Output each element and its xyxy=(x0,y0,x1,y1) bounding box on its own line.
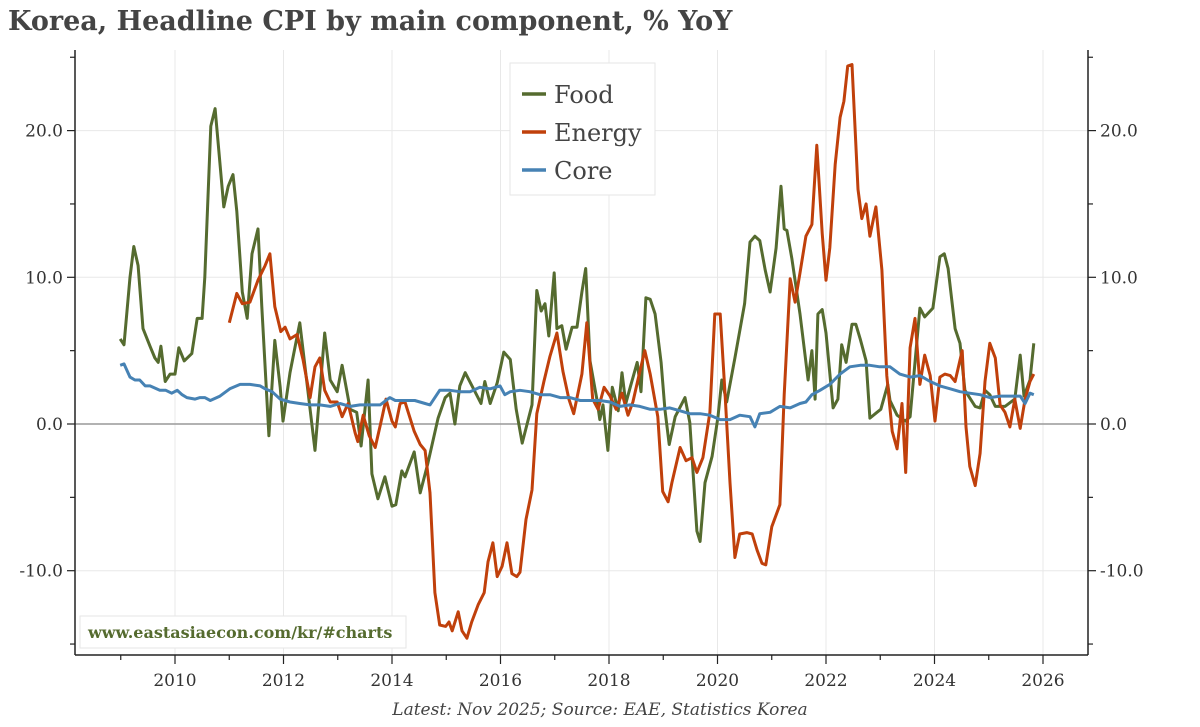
y-tick-label-right: 10.0 xyxy=(1100,268,1138,288)
x-tick-label: 2020 xyxy=(696,671,739,691)
grid xyxy=(75,50,1088,655)
x-tick-label: 2010 xyxy=(153,671,196,691)
y-tick-label-left: -10.0 xyxy=(19,562,63,582)
y-tick-label-right: 20.0 xyxy=(1100,122,1138,142)
x-tick-label: 2014 xyxy=(370,671,413,691)
chart-title: Korea, Headline CPI by main component, %… xyxy=(8,6,733,37)
axes: 2010 2012 2014 2016 2018 2020 2022 2024 2026 -10.… xyxy=(19,50,1144,691)
source-footnote: Latest: Nov 2025; Source: EAE, Statistic… xyxy=(392,700,808,720)
y-tick-label-left: 0.0 xyxy=(36,415,63,435)
x-tick-label: 2018 xyxy=(587,671,630,691)
x-tick-label: 2016 xyxy=(479,671,522,691)
y-tick-label-left: 20.0 xyxy=(25,122,63,142)
legend-label-energy: Energy xyxy=(554,119,642,147)
legend-label-food: Food xyxy=(554,81,614,109)
y-tick-label-right: 0.0 xyxy=(1100,415,1127,435)
x-tick-label: 2024 xyxy=(913,671,956,691)
series-line-energy xyxy=(227,63,1036,640)
legend-label-core: Core xyxy=(554,157,613,185)
x-tick-label: 2026 xyxy=(1021,671,1064,691)
y-tick-label-left: 10.0 xyxy=(25,268,63,288)
watermark-text: www.eastasiaecon.com/kr/#charts xyxy=(87,623,392,642)
series-lines xyxy=(118,63,1036,640)
x-tick-label: 2022 xyxy=(804,671,847,691)
legend: Food Energy Core xyxy=(509,62,656,196)
series-line-food xyxy=(118,107,1036,543)
x-tick-label: 2012 xyxy=(262,671,305,691)
series-line-core xyxy=(119,362,1035,429)
y-tick-label-right: -10.0 xyxy=(1100,562,1144,582)
watermark: www.eastasiaecon.com/kr/#charts xyxy=(79,615,407,649)
